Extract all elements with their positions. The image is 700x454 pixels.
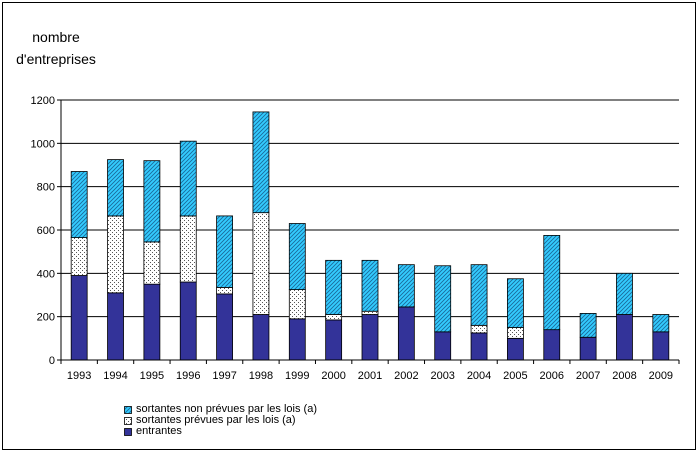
bar-1994-series-0	[107, 292, 124, 361]
y-tick-label: 0	[49, 355, 55, 367]
bar-2005-series-2	[507, 278, 524, 328]
bar-1999-series-1	[288, 289, 306, 320]
bar-1999-series-0	[288, 318, 306, 361]
x-tick-label: 1994	[103, 370, 127, 382]
y-tick-label: 800	[37, 182, 55, 194]
x-tick-label: 1997	[212, 370, 236, 382]
bar-2003-series-2	[434, 265, 452, 333]
y-tick-label: 1000	[31, 138, 55, 150]
x-tick-label: 1999	[285, 370, 309, 382]
x-tick-label: 2001	[358, 370, 382, 382]
y-tick-label: 1200	[31, 95, 55, 107]
bar-1998-series-0	[252, 314, 270, 361]
legend-swatch-rect	[124, 416, 132, 425]
bar-1993-series-0	[70, 275, 88, 361]
bar-1995-series-1	[143, 241, 161, 285]
bar-1996-series-0	[179, 281, 197, 361]
x-tick-label: 2003	[430, 370, 454, 382]
legend-swatch	[124, 405, 132, 414]
legend-item: entrantes	[124, 426, 317, 437]
bar-2000-series-1	[325, 314, 343, 321]
y-axis-label-line-2: d'entreprises	[16, 51, 96, 67]
bar-2001-series-0	[361, 314, 379, 361]
bar-2000-series-0	[325, 319, 343, 361]
bar-2000-series-2	[325, 259, 343, 315]
legend-label: sortantes prévues par les lois (a)	[136, 414, 296, 426]
x-tick-label: 1998	[249, 370, 273, 382]
y-tick-label: 200	[37, 312, 55, 324]
x-tick-label: 2000	[321, 370, 345, 382]
x-tick-label: 2004	[467, 370, 491, 382]
bar-2008-series-0	[616, 314, 633, 361]
x-tick-label: 2006	[540, 370, 564, 382]
bar-1998-series-1	[252, 212, 270, 315]
bar-2002-series-2	[397, 264, 415, 308]
bar-1998-series-2	[252, 111, 270, 214]
x-tick-label: 2007	[576, 370, 600, 382]
legend: sortantes non prévues par les lois (a) so…	[124, 404, 317, 437]
bar-1995-series-0	[143, 283, 161, 361]
bar-2006-series-0	[543, 329, 561, 361]
legend-swatch-rect	[124, 405, 132, 414]
x-tick-label: 2002	[394, 370, 418, 382]
bar-1995-series-2	[143, 160, 161, 243]
legend-item: sortantes non prévues par les lois (a)	[124, 404, 317, 415]
bar-2004-series-0	[470, 332, 488, 361]
bars	[70, 111, 670, 361]
bar-2005-series-0	[507, 337, 524, 361]
legend-swatch	[124, 416, 132, 425]
x-tick-label: 2008	[612, 370, 636, 382]
legend-label: sortantes non prévues par les lois (a)	[136, 403, 317, 415]
axes	[60, 100, 679, 361]
x-tick-label: 1996	[176, 370, 200, 382]
bar-1999-series-2	[288, 223, 306, 290]
bar-2001-series-1	[361, 310, 379, 315]
bar-1996-series-2	[179, 140, 197, 217]
bar-2002-series-0	[397, 306, 415, 361]
bar-1993-series-1	[70, 237, 88, 276]
bar-2005-series-1	[507, 327, 524, 339]
legend-swatch	[124, 427, 132, 436]
bar-1997-series-2	[216, 215, 233, 288]
bar-2004-series-2	[470, 264, 488, 326]
bar-2006-series-2	[543, 235, 561, 331]
bar-1997-series-1	[216, 287, 233, 295]
x-tick-label: 1993	[67, 370, 91, 382]
bar-1994-series-2	[107, 159, 124, 217]
y-axis-label: nombre d'entreprises	[6, 26, 106, 70]
bar-2007-series-0	[579, 336, 597, 361]
x-tick-label: 2005	[503, 370, 527, 382]
bar-1993-series-2	[70, 171, 88, 238]
x-tick-label: 2009	[649, 370, 673, 382]
bar-2008-series-2	[616, 272, 633, 315]
y-tick-label: 400	[37, 268, 55, 280]
bar-2009-series-0	[652, 331, 670, 361]
y-axis-label-line-1: nombre	[32, 29, 80, 45]
bar-1994-series-1	[107, 215, 124, 294]
x-tick-labels: 1993 1994 1995 1996 1997 1998 1999 2000 2001 2002…	[60, 360, 680, 382]
legend-label: entrantes	[136, 425, 182, 437]
x-tick-label: 1995	[140, 370, 164, 382]
bar-2009-series-2	[652, 314, 670, 333]
bar-1997-series-0	[216, 293, 233, 361]
y-tick-label: 600	[37, 225, 55, 237]
y-tick-labels: 0 200 400 600 800 1000 1200	[31, 95, 55, 367]
bar-2007-series-2	[579, 313, 597, 338]
bar-2003-series-0	[434, 331, 452, 361]
bar-2004-series-1	[470, 324, 488, 334]
legend-swatch-rect	[124, 427, 132, 436]
bar-1996-series-1	[179, 215, 197, 283]
bar-2001-series-2	[361, 259, 379, 312]
legend-item: sortantes prévues par les lois (a)	[124, 415, 317, 426]
